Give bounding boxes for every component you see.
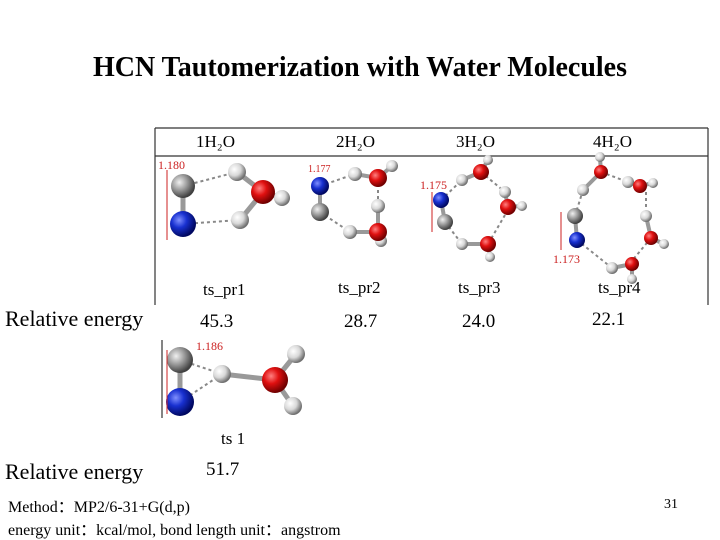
structure-ts-pr4 — [560, 152, 669, 284]
slide-title: HCN Tautomerization with Water Molecules — [92, 52, 628, 83]
structure-ts-pr1 — [166, 163, 290, 240]
structure-name-ts1: ts 1 — [221, 429, 246, 448]
structure-ts-pr2 — [311, 160, 398, 247]
energy-ts-pr4: 22.1 — [592, 309, 626, 330]
energy-ts-pr1: 45.3 — [200, 311, 234, 332]
structure-name-ts-pr3: ts_pr3 — [458, 278, 501, 297]
energy-ts1: 51.7 — [206, 459, 240, 480]
header-1h2o: 1H₂O — [196, 132, 235, 151]
structure-name-ts-pr2: ts_pr2 — [338, 278, 381, 297]
method-note: Method：MP2/6-31+G(d,p) — [8, 499, 190, 516]
header-4h2o: 4H₂O — [593, 132, 632, 151]
bond-length-ts-pr1: 1.180 — [158, 158, 185, 172]
panel-frame-row1 — [154, 127, 709, 305]
bond-length-ts-pr4: 1.173 — [553, 252, 580, 266]
structure-name-ts-pr4: ts_pr4 — [598, 278, 641, 297]
bond-length-ts-pr3: 1.175 — [420, 178, 447, 192]
structure-ts1 — [166, 345, 305, 416]
bond-length-ts-pr2: 1.177 — [308, 164, 331, 175]
header-3h2o: 3H₂O — [456, 132, 495, 151]
structure-ts-pr3 — [431, 155, 527, 262]
units-note: energy unit：kcal/mol, bond length unit：a… — [8, 522, 341, 539]
page-number: 31 — [664, 497, 678, 512]
header-2h2o: 2H₂O — [336, 132, 375, 151]
bond-length-ts1: 1.186 — [196, 339, 223, 353]
relative-energy-label-row2: Relative energy — [5, 459, 144, 484]
structure-name-ts-pr1: ts_pr1 — [203, 280, 246, 299]
relative-energy-label-row1: Relative energy — [5, 306, 144, 331]
energy-ts-pr3: 24.0 — [462, 311, 496, 332]
energy-ts-pr2: 28.7 — [344, 311, 378, 332]
